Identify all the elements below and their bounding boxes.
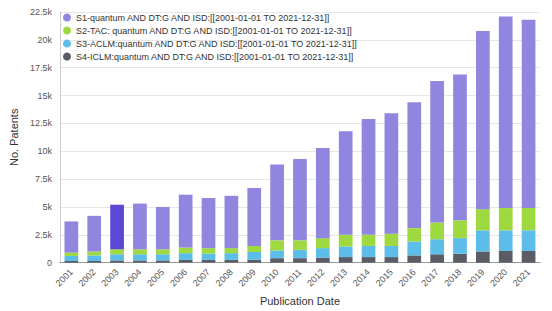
svg-text:2012: 2012	[305, 267, 326, 288]
svg-text:2001: 2001	[54, 267, 75, 288]
svg-text:S2-TAC: quantum AND DT:G AND I: S2-TAC: quantum AND DT:G AND ISD:[[2001-…	[76, 26, 352, 36]
svg-text:2005: 2005	[145, 267, 166, 288]
svg-text:2014: 2014	[351, 267, 372, 288]
svg-text:2017: 2017	[419, 267, 440, 288]
svg-text:17.5k: 17.5k	[30, 63, 53, 73]
svg-text:20k: 20k	[37, 35, 52, 45]
svg-text:22.5k: 22.5k	[30, 7, 53, 17]
svg-text:S3-ACLM:quantum AND DT:G AND I: S3-ACLM:quantum AND DT:G AND ISD:[[2001-…	[76, 39, 357, 49]
svg-text:2015: 2015	[374, 267, 395, 288]
svg-text:2021: 2021	[511, 267, 532, 288]
svg-text:2010: 2010	[259, 267, 280, 288]
svg-text:2019: 2019	[465, 267, 486, 288]
svg-text:2011: 2011	[283, 267, 304, 288]
svg-text:2020: 2020	[488, 267, 509, 288]
svg-text:2006: 2006	[168, 267, 189, 288]
svg-text:0: 0	[47, 258, 52, 268]
svg-text:No. Patents: No. Patents	[8, 108, 20, 166]
svg-text:S1-quantum AND DT:G AND ISD:[[: S1-quantum AND DT:G AND ISD:[[2001-01-01…	[76, 13, 329, 23]
svg-text:2008: 2008	[214, 267, 235, 288]
svg-text:2.5k: 2.5k	[35, 230, 53, 240]
svg-text:7.5k: 7.5k	[35, 174, 53, 184]
svg-text:2013: 2013	[328, 267, 349, 288]
svg-text:S4-ICLM:quantum AND DT:G AND I: S4-ICLM:quantum AND DT:G AND ISD:[[2001-…	[76, 52, 353, 62]
svg-text:12.5k: 12.5k	[30, 118, 53, 128]
svg-text:5k: 5k	[42, 202, 52, 212]
svg-text:2002: 2002	[77, 267, 98, 288]
svg-text:15k: 15k	[37, 91, 52, 101]
svg-text:Publication Date: Publication Date	[260, 295, 340, 307]
svg-text:2016: 2016	[397, 267, 418, 288]
svg-text:2018: 2018	[442, 267, 463, 288]
svg-text:2003: 2003	[99, 267, 120, 288]
svg-text:2007: 2007	[191, 267, 212, 288]
svg-text:10k: 10k	[37, 146, 52, 156]
svg-text:2004: 2004	[122, 267, 143, 288]
svg-text:2009: 2009	[237, 267, 258, 288]
